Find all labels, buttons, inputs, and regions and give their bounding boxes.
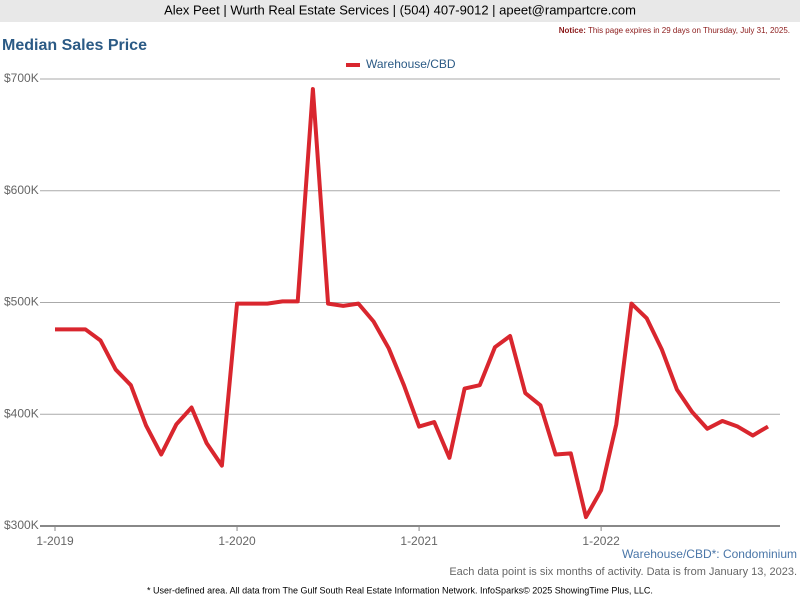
footer: * User-defined area. All data from The G… <box>147 585 653 595</box>
y-tick-label: $300K <box>4 518 39 532</box>
header-text: Alex Peet | Wurth Real Estate Services |… <box>164 2 636 17</box>
area-label: Warehouse/CBD*: Condominium <box>622 547 797 561</box>
y-tick-label: $500K <box>4 295 39 309</box>
y-tick-label: $400K <box>4 406 39 420</box>
x-tick-label: 1-2021 <box>400 534 438 548</box>
chart-title: Median Sales Price <box>2 37 147 54</box>
y-tick-label: $600K <box>4 183 39 197</box>
legend-label: Warehouse/CBD <box>366 57 456 71</box>
header-bar <box>0 0 800 22</box>
notice: Notice: This page expires in 29 days on … <box>559 26 790 35</box>
notice-text: This page expires in 29 days on Thursday… <box>588 26 790 35</box>
data-line <box>55 87 770 520</box>
data-note: Each data point is six months of activit… <box>449 566 797 578</box>
x-tick-label: 1-2019 <box>36 534 74 548</box>
x-tick-label: 1-2020 <box>218 534 256 548</box>
notice-label: Notice: <box>559 26 586 35</box>
x-tick-label: 1-2022 <box>582 534 620 548</box>
y-tick-label: $700K <box>4 71 39 85</box>
